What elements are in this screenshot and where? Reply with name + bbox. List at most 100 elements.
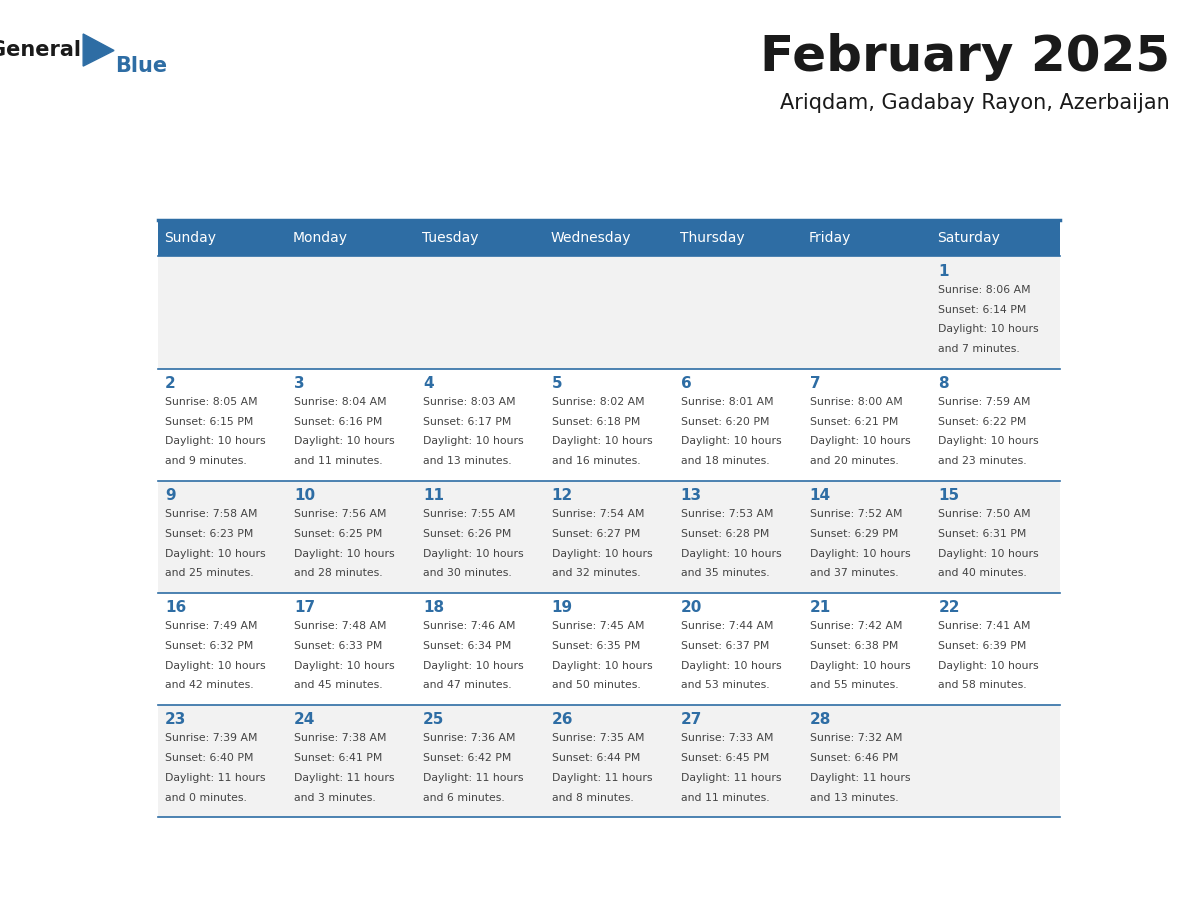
Text: Sunrise: 7:50 AM: Sunrise: 7:50 AM: [939, 509, 1031, 519]
Bar: [416, 369, 544, 481]
Bar: [286, 256, 416, 369]
Text: Sunset: 6:14 PM: Sunset: 6:14 PM: [939, 305, 1026, 315]
Text: Sunrise: 7:54 AM: Sunrise: 7:54 AM: [551, 509, 644, 519]
Text: and 55 minutes.: and 55 minutes.: [809, 680, 898, 690]
Text: Sunrise: 8:01 AM: Sunrise: 8:01 AM: [681, 397, 773, 407]
Text: Daylight: 10 hours: Daylight: 10 hours: [681, 436, 782, 446]
Text: Sunset: 6:40 PM: Sunset: 6:40 PM: [165, 753, 253, 763]
Text: Daylight: 10 hours: Daylight: 10 hours: [293, 436, 394, 446]
Text: Sunrise: 8:05 AM: Sunrise: 8:05 AM: [165, 397, 258, 407]
Bar: [286, 219, 416, 256]
Bar: [802, 481, 931, 593]
Text: Sunrise: 7:36 AM: Sunrise: 7:36 AM: [423, 733, 516, 744]
Text: Tuesday: Tuesday: [422, 231, 479, 245]
Text: Daylight: 10 hours: Daylight: 10 hours: [939, 324, 1040, 334]
Text: Daylight: 10 hours: Daylight: 10 hours: [809, 661, 910, 671]
Text: 1: 1: [939, 263, 949, 278]
Text: Thursday: Thursday: [680, 231, 745, 245]
Text: Monday: Monday: [293, 231, 348, 245]
Bar: [931, 481, 1060, 593]
Bar: [286, 369, 416, 481]
Text: Sunrise: 7:53 AM: Sunrise: 7:53 AM: [681, 509, 773, 519]
Text: 6: 6: [681, 375, 691, 391]
Text: Sunset: 6:31 PM: Sunset: 6:31 PM: [939, 529, 1026, 539]
Text: Daylight: 10 hours: Daylight: 10 hours: [809, 549, 910, 558]
Text: Sunrise: 7:35 AM: Sunrise: 7:35 AM: [551, 733, 644, 744]
Bar: [286, 705, 416, 817]
Text: Ariqdam, Gadabay Rayon, Azerbaijan: Ariqdam, Gadabay Rayon, Azerbaijan: [781, 93, 1170, 113]
Text: Sunset: 6:21 PM: Sunset: 6:21 PM: [809, 417, 898, 427]
Text: Sunset: 6:46 PM: Sunset: 6:46 PM: [809, 753, 898, 763]
Text: and 7 minutes.: and 7 minutes.: [939, 344, 1020, 354]
Text: Sunrise: 7:49 AM: Sunrise: 7:49 AM: [165, 621, 258, 631]
Bar: [158, 481, 286, 593]
Bar: [931, 219, 1060, 256]
Text: Sunrise: 8:02 AM: Sunrise: 8:02 AM: [551, 397, 644, 407]
Text: and 9 minutes.: and 9 minutes.: [165, 456, 247, 466]
Text: and 8 minutes.: and 8 minutes.: [551, 792, 633, 802]
Text: 23: 23: [165, 712, 187, 727]
Text: 27: 27: [681, 712, 702, 727]
Text: and 50 minutes.: and 50 minutes.: [551, 680, 640, 690]
Text: Sunrise: 7:58 AM: Sunrise: 7:58 AM: [165, 509, 258, 519]
Bar: [931, 369, 1060, 481]
Bar: [802, 219, 931, 256]
Text: Daylight: 10 hours: Daylight: 10 hours: [165, 549, 266, 558]
Text: Sunset: 6:27 PM: Sunset: 6:27 PM: [551, 529, 640, 539]
Text: and 13 minutes.: and 13 minutes.: [423, 456, 512, 466]
Text: Daylight: 11 hours: Daylight: 11 hours: [681, 773, 782, 783]
Text: Sunset: 6:29 PM: Sunset: 6:29 PM: [809, 529, 898, 539]
Text: Sunrise: 7:56 AM: Sunrise: 7:56 AM: [293, 509, 386, 519]
Text: Daylight: 11 hours: Daylight: 11 hours: [165, 773, 266, 783]
Text: 19: 19: [551, 599, 573, 615]
Text: Daylight: 10 hours: Daylight: 10 hours: [165, 436, 266, 446]
Text: 3: 3: [293, 375, 304, 391]
Text: 24: 24: [293, 712, 315, 727]
Text: Sunset: 6:42 PM: Sunset: 6:42 PM: [423, 753, 511, 763]
Bar: [931, 705, 1060, 817]
Text: Daylight: 10 hours: Daylight: 10 hours: [939, 436, 1040, 446]
Text: and 40 minutes.: and 40 minutes.: [939, 568, 1028, 578]
Text: and 53 minutes.: and 53 minutes.: [681, 680, 770, 690]
Bar: [802, 369, 931, 481]
Text: 20: 20: [681, 599, 702, 615]
Text: 11: 11: [423, 487, 444, 503]
Bar: [802, 593, 931, 705]
Text: and 25 minutes.: and 25 minutes.: [165, 568, 254, 578]
Text: Daylight: 10 hours: Daylight: 10 hours: [551, 661, 652, 671]
Bar: [158, 705, 286, 817]
Bar: [544, 369, 674, 481]
Text: and 35 minutes.: and 35 minutes.: [681, 568, 770, 578]
Bar: [158, 219, 286, 256]
Text: Daylight: 10 hours: Daylight: 10 hours: [939, 661, 1040, 671]
Bar: [544, 219, 674, 256]
Text: Sunset: 6:26 PM: Sunset: 6:26 PM: [423, 529, 511, 539]
Text: Sunrise: 7:52 AM: Sunrise: 7:52 AM: [809, 509, 902, 519]
Text: Friday: Friday: [809, 231, 851, 245]
Text: and 32 minutes.: and 32 minutes.: [551, 568, 640, 578]
Text: and 3 minutes.: and 3 minutes.: [293, 792, 375, 802]
Text: 13: 13: [681, 487, 702, 503]
Text: and 11 minutes.: and 11 minutes.: [681, 792, 770, 802]
Text: Sunset: 6:20 PM: Sunset: 6:20 PM: [681, 417, 769, 427]
Text: Daylight: 10 hours: Daylight: 10 hours: [809, 436, 910, 446]
Text: and 11 minutes.: and 11 minutes.: [293, 456, 383, 466]
Text: 14: 14: [809, 487, 830, 503]
Text: and 13 minutes.: and 13 minutes.: [809, 792, 898, 802]
Text: Sunrise: 7:32 AM: Sunrise: 7:32 AM: [809, 733, 902, 744]
Text: Sunset: 6:45 PM: Sunset: 6:45 PM: [681, 753, 769, 763]
Text: and 42 minutes.: and 42 minutes.: [165, 680, 254, 690]
Text: and 6 minutes.: and 6 minutes.: [423, 792, 505, 802]
Bar: [286, 593, 416, 705]
Text: and 18 minutes.: and 18 minutes.: [681, 456, 770, 466]
Text: Sunset: 6:44 PM: Sunset: 6:44 PM: [551, 753, 640, 763]
Text: Sunset: 6:17 PM: Sunset: 6:17 PM: [423, 417, 511, 427]
Bar: [931, 593, 1060, 705]
Text: Daylight: 10 hours: Daylight: 10 hours: [293, 549, 394, 558]
Bar: [802, 705, 931, 817]
Text: Sunrise: 7:41 AM: Sunrise: 7:41 AM: [939, 621, 1031, 631]
Text: 15: 15: [939, 487, 960, 503]
Text: Sunset: 6:39 PM: Sunset: 6:39 PM: [939, 641, 1026, 651]
Text: 5: 5: [551, 375, 562, 391]
Text: and 20 minutes.: and 20 minutes.: [809, 456, 898, 466]
